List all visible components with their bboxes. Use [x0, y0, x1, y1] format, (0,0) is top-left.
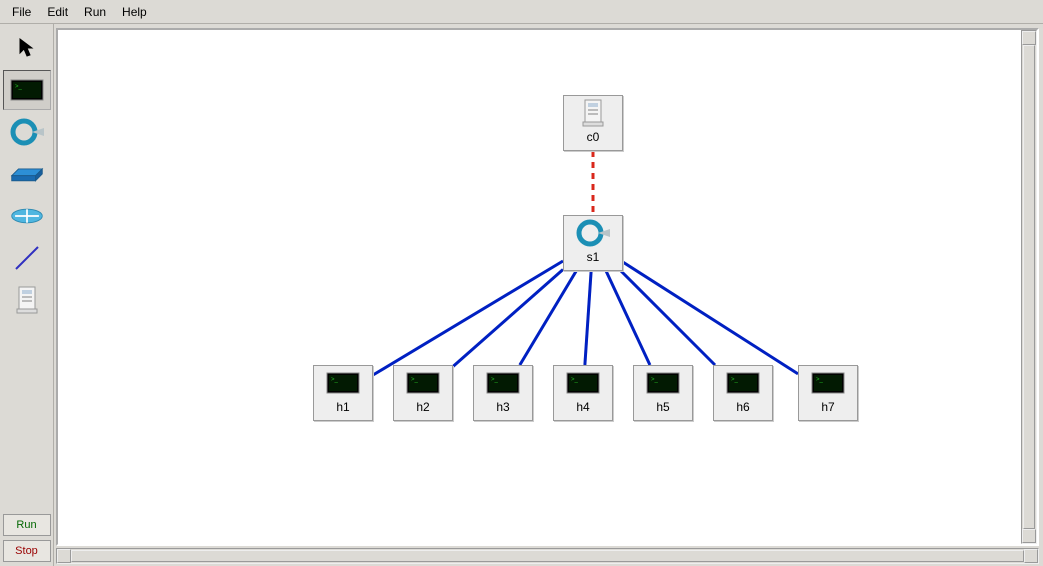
edge-s1-h1 — [373, 261, 563, 375]
node-h6[interactable]: >_ h6 — [713, 365, 773, 421]
edge-s1-h6 — [621, 271, 715, 365]
edge-s1-h2 — [453, 269, 563, 366]
node-label: h5 — [656, 400, 669, 414]
lswitch-icon — [10, 161, 44, 187]
node-h7[interactable]: >_ h7 — [798, 365, 858, 421]
host-tool[interactable]: >_ — [3, 70, 51, 110]
menu-edit[interactable]: Edit — [39, 2, 76, 22]
scroll-h-thumb[interactable] — [71, 550, 1024, 562]
node-label: h3 — [496, 400, 509, 414]
host-icon: >_ — [326, 370, 360, 396]
menubar: File Edit Run Help — [0, 0, 1043, 24]
scroll-up-button[interactable] — [1022, 31, 1036, 45]
node-label: h7 — [821, 400, 834, 414]
main-area: >_ Run Stop c0 s1 >_ h1 >_ h2 >_ h3 >_ h4 >_ h5 >_ h6… — [0, 24, 1043, 566]
svg-text:>_: >_ — [816, 377, 824, 383]
menu-help[interactable]: Help — [114, 2, 155, 22]
node-label: s1 — [587, 250, 600, 264]
scrollbar-vertical[interactable] — [1021, 30, 1037, 544]
node-h4[interactable]: >_ h4 — [553, 365, 613, 421]
node-label: h1 — [336, 400, 349, 414]
node-h2[interactable]: >_ h2 — [393, 365, 453, 421]
svg-text:>_: >_ — [731, 377, 739, 383]
host-icon: >_ — [566, 370, 600, 396]
link-icon — [10, 245, 44, 271]
pointer-tool[interactable] — [3, 28, 51, 68]
node-s1[interactable]: s1 — [563, 215, 623, 271]
edge-s1-h4 — [585, 271, 591, 365]
menu-file[interactable]: File — [4, 2, 39, 22]
scroll-left-button[interactable] — [57, 549, 71, 563]
edge-s1-h3 — [520, 271, 576, 365]
node-h3[interactable]: >_ h3 — [473, 365, 533, 421]
controller-icon — [10, 287, 44, 313]
controller-icon — [576, 100, 610, 126]
switch-icon — [576, 220, 610, 246]
edges-layer — [58, 30, 1037, 544]
link-tool[interactable] — [3, 238, 51, 278]
run-button[interactable]: Run — [3, 514, 51, 536]
canvas-frame: c0 s1 >_ h1 >_ h2 >_ h3 >_ h4 >_ h5 >_ h6 >_ h7 — [56, 28, 1039, 546]
lrouter-icon — [10, 203, 44, 229]
scroll-v-thumb[interactable] — [1023, 45, 1035, 529]
node-label: h4 — [576, 400, 589, 414]
host-icon: >_ — [10, 77, 44, 103]
node-label: c0 — [587, 130, 600, 144]
scroll-down-button[interactable] — [1022, 529, 1036, 543]
switch-icon — [10, 119, 44, 145]
svg-text:>_: >_ — [411, 377, 419, 383]
node-h5[interactable]: >_ h5 — [633, 365, 693, 421]
host-icon: >_ — [406, 370, 440, 396]
node-h1[interactable]: >_ h1 — [313, 365, 373, 421]
scroll-right-button[interactable] — [1024, 549, 1038, 563]
host-icon: >_ — [646, 370, 680, 396]
canvas-wrap: c0 s1 >_ h1 >_ h2 >_ h3 >_ h4 >_ h5 >_ h6 >_ h7 — [54, 24, 1043, 566]
cursor-icon — [10, 35, 44, 61]
svg-text:>_: >_ — [331, 377, 339, 383]
tool-toolbar: >_ Run Stop — [0, 24, 54, 566]
host-icon: >_ — [486, 370, 520, 396]
host-icon: >_ — [726, 370, 760, 396]
legacy-router-tool[interactable] — [3, 196, 51, 236]
svg-text:>_: >_ — [651, 377, 659, 383]
scrollbar-horizontal[interactable] — [56, 548, 1039, 564]
node-label: h2 — [416, 400, 429, 414]
topology-canvas[interactable]: c0 s1 >_ h1 >_ h2 >_ h3 >_ h4 >_ h5 >_ h6 >_ h7 — [58, 30, 1037, 544]
node-c0[interactable]: c0 — [563, 95, 623, 151]
menu-run[interactable]: Run — [76, 2, 114, 22]
host-icon: >_ — [811, 370, 845, 396]
svg-text:>_: >_ — [571, 377, 579, 383]
node-label: h6 — [736, 400, 749, 414]
controller-tool[interactable] — [3, 280, 51, 320]
stop-button[interactable]: Stop — [3, 540, 51, 562]
legacy-switch-tool[interactable] — [3, 154, 51, 194]
svg-text:>_: >_ — [491, 377, 499, 383]
switch-tool[interactable] — [3, 112, 51, 152]
edge-s1-h5 — [606, 271, 650, 365]
svg-text:>_: >_ — [15, 84, 23, 90]
edge-s1-h7 — [623, 262, 798, 374]
